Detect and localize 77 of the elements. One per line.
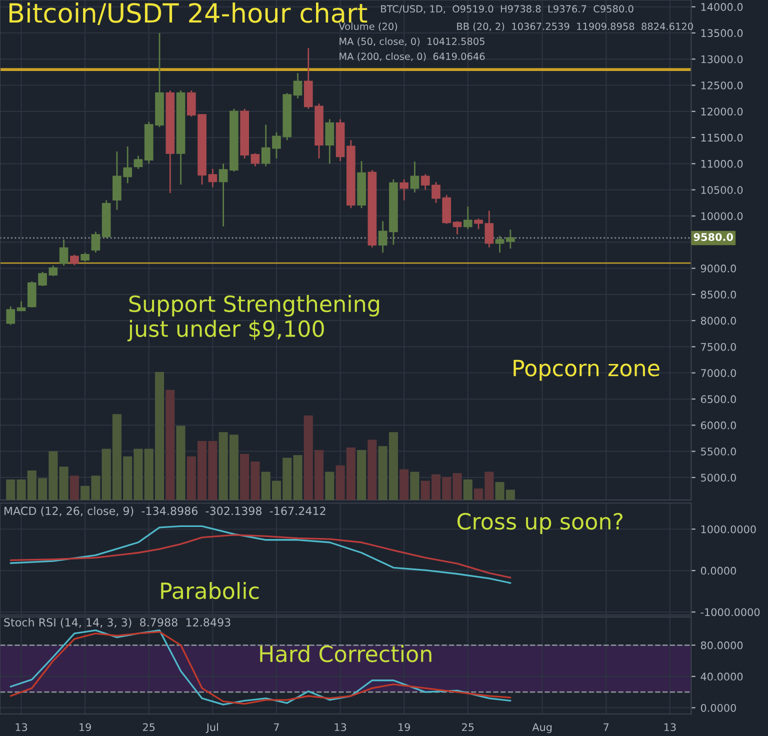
- candlestick: [452, 220, 462, 235]
- y-tick-label: 0.0000: [700, 704, 736, 712]
- candlestick: [218, 162, 228, 228]
- bar: [59, 466, 68, 500]
- annotation: MACD (12, 26, close, 9) -134.8986 -302.1398 -167.2412: [4, 506, 326, 516]
- y-tick-label: 11000.0: [701, 160, 743, 168]
- y-tick-label: 9000.0: [700, 264, 736, 272]
- y-tick-label: 6000.0: [700, 421, 736, 430]
- y-tick-label: 13500.0: [701, 29, 743, 38]
- y-tick-label: -1000.0000: [700, 608, 760, 616]
- x-tick-label: 7: [274, 723, 279, 731]
- bar: [463, 479, 472, 500]
- y-tick-label: 13000.0: [701, 55, 743, 64]
- annotation: Popcorn zone: [514, 360, 660, 381]
- annotation: Stoch RSI (14, 14, 3, 3) 8.7988 12.8493: [4, 618, 230, 628]
- x-tick-label: 25: [143, 723, 155, 732]
- y-tick-label: 80.0000: [700, 641, 743, 650]
- y-tick-label: 14000.0: [701, 3, 743, 11]
- bar: [166, 390, 175, 500]
- annotation: BB (20, 2) 10367.2539 11909.8958 8824.6120: [457, 22, 693, 32]
- candlestick: [325, 118, 334, 164]
- annotation: Hard Correction: [260, 645, 432, 662]
- candlestick: [293, 72, 302, 100]
- bar: [176, 426, 186, 500]
- x-tick-label: 13: [664, 723, 676, 732]
- x-tick-label: 13: [16, 723, 28, 732]
- x-tick-label: Aug: [532, 723, 552, 734]
- y-tick-label: 6500.0: [700, 395, 736, 404]
- candlestick: [400, 178, 409, 201]
- candlestick: [250, 152, 260, 167]
- y-tick-label: 12000.0: [701, 108, 743, 116]
- candlestick: [70, 254, 79, 266]
- y-tick-label: 7000.0: [701, 369, 736, 377]
- y-tick-label: 10000.0: [701, 212, 743, 220]
- y-tick-label: 11500.0: [701, 134, 743, 142]
- bar: [70, 476, 79, 500]
- candlestick: [59, 238, 68, 266]
- y-tick-label: 7500.0: [701, 342, 736, 351]
- y-tick-label: 40.0000: [700, 672, 743, 681]
- annotation: Cross up soon?: [457, 512, 623, 534]
- annotation: Support Strengthening just under $9,100: [127, 294, 379, 342]
- candlestick: [410, 160, 420, 194]
- line-series: [10, 534, 512, 578]
- candlestick: [495, 235, 504, 254]
- bar: [357, 450, 366, 500]
- bar: [410, 472, 420, 500]
- candlestick: [463, 206, 472, 230]
- ref-line-label: 9580.0: [694, 233, 733, 241]
- y-tick-label: 5500.0: [701, 448, 736, 456]
- candlestick: [506, 228, 515, 250]
- candlestick: [378, 220, 388, 254]
- x-tick-label: 19: [80, 723, 91, 732]
- y-tick-label: 8000.0: [700, 316, 736, 325]
- y-tick-label: 10500.0: [701, 186, 743, 194]
- annotation: MA (50, close, 0) 10412.5805: [340, 37, 484, 46]
- bar: [368, 440, 377, 500]
- x-tick-label: 19: [398, 723, 410, 732]
- annotation: BTC/USD, 1D, O9519.0 H9738.8 L9376.7 C9580.0: [381, 5, 634, 14]
- x-tick-label: 7: [604, 723, 609, 731]
- y-tick-label: 0.0000: [700, 566, 736, 575]
- candlestick: [91, 230, 100, 254]
- bar: [325, 472, 334, 500]
- annotation: Volume (20): [338, 22, 398, 32]
- x-tick-label: Jul: [206, 723, 218, 734]
- x-tick-label: 13: [334, 723, 346, 732]
- y-tick-label: 12500.0: [701, 81, 743, 90]
- y-tick-label: 5000.0: [701, 474, 736, 482]
- y-tick-label: 8500.0: [700, 290, 736, 299]
- candlestick: [134, 155, 143, 170]
- bar: [400, 469, 409, 500]
- candlestick: [208, 168, 218, 188]
- candlestick: [6, 306, 16, 326]
- y-tick-label: 1000.0000: [701, 525, 756, 534]
- candlestick: [48, 264, 58, 277]
- x-tick-label: 25: [462, 723, 474, 732]
- annotation: MA (200, close, 0) 6419.0646: [340, 52, 485, 62]
- annotation: Parabolic: [161, 582, 259, 600]
